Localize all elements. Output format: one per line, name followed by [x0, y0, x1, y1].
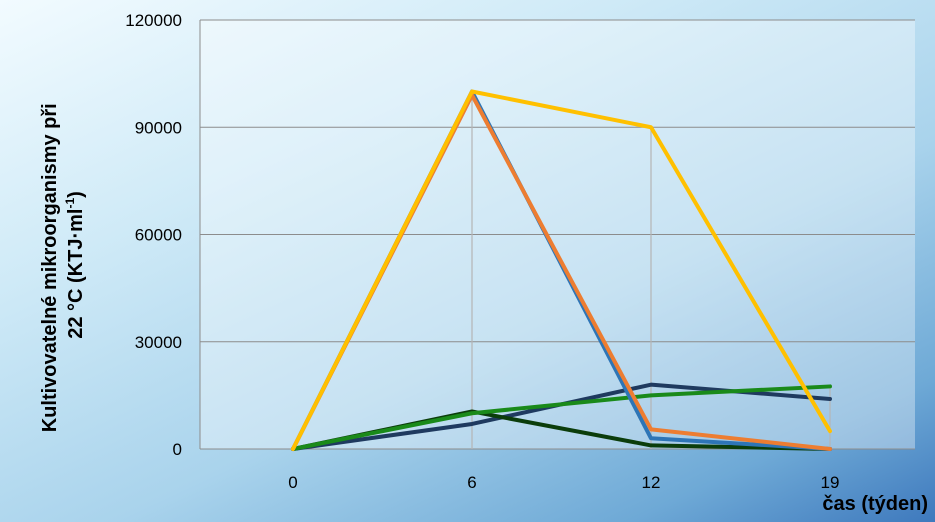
x-tick-label: 0 — [288, 473, 297, 492]
y-tick-label: 60000 — [135, 226, 182, 245]
y-axis-label: Kultivovatelné mikroorganismy při 22 °C … — [39, 98, 87, 433]
y-tick-label: 30000 — [135, 333, 182, 352]
x-tick-labels: 0 6 12 19 — [288, 473, 839, 492]
y-tick-label: 90000 — [135, 118, 182, 137]
y-axis-label-line2: 22 °C (KTJ·ml-1) — [63, 191, 87, 339]
y-tick-label: 0 — [173, 440, 182, 459]
y-axis-label-line1: Kultivovatelné mikroorganismy při — [39, 103, 61, 432]
x-tick-label: 19 — [821, 473, 840, 492]
x-axis-label: čas (týden) — [822, 493, 928, 515]
series-line-3 — [291, 384, 832, 451]
x-tick-label: 12 — [642, 473, 661, 492]
y-tick-label: 120000 — [125, 11, 182, 30]
y-tick-labels: 0 30000 60000 90000 120000 — [125, 11, 182, 459]
x-tick-label: 6 — [467, 473, 476, 492]
series-line-6 — [291, 89, 832, 451]
y-axis-label-unit: 22 °C (KTJ·ml — [65, 209, 87, 339]
y-axis-label-close: ) — [65, 191, 87, 198]
series-lines — [291, 89, 832, 451]
y-axis-label-exponent: -1 — [63, 198, 77, 209]
